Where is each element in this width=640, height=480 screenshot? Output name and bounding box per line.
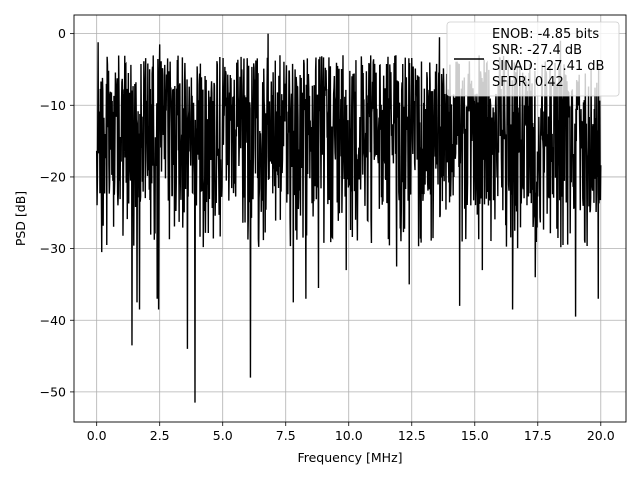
y-axis-label: PSD [dB]: [13, 191, 28, 246]
x-tick-label: 17.5: [524, 428, 552, 443]
legend-sfdr: SFDR: 0.42: [492, 75, 564, 90]
plot-frame: [73, 14, 627, 423]
x-tick-label: 5.0: [213, 428, 233, 443]
x-tick-label: 10.0: [335, 428, 363, 443]
y-tick-label: −30: [40, 241, 66, 256]
plot-area: [95, 33, 602, 403]
legend-enob: ENOB: -4.85 bits: [492, 27, 599, 42]
legend-box: [446, 21, 620, 97]
y-tick-label: −50: [40, 384, 66, 399]
x-tick-label: 7.5: [276, 428, 296, 443]
x-axis-label: Frequency [MHz]: [297, 450, 402, 465]
y-tick-label: −20: [40, 169, 66, 184]
legend-snr: SNR: -27.4 dB: [492, 43, 582, 58]
y-tick-label: −10: [40, 98, 66, 113]
y-tick-label: −40: [40, 313, 66, 328]
legend: ENOB: -4.85 bits SNR: -27.4 dB SINAD: -2…: [446, 21, 620, 97]
psd-series-line: [95, 33, 602, 403]
legend-sinad: SINAD: -27.41 dB: [492, 59, 604, 74]
y-tick-label: 0: [58, 26, 66, 41]
x-tick-label: 12.5: [398, 428, 426, 443]
x-tick-label: 0.0: [87, 428, 107, 443]
x-tick-label: 20.0: [587, 428, 615, 443]
y-axis-ticks: 0 −10 −20 −30 −40 −50: [40, 26, 74, 399]
x-tick-label: 15.0: [461, 428, 489, 443]
x-tick-label: 2.5: [150, 428, 170, 443]
x-axis-ticks: 0.0 2.5 5.0 7.5 10.0 12.5 15.0 17.5 20.0: [87, 422, 615, 443]
